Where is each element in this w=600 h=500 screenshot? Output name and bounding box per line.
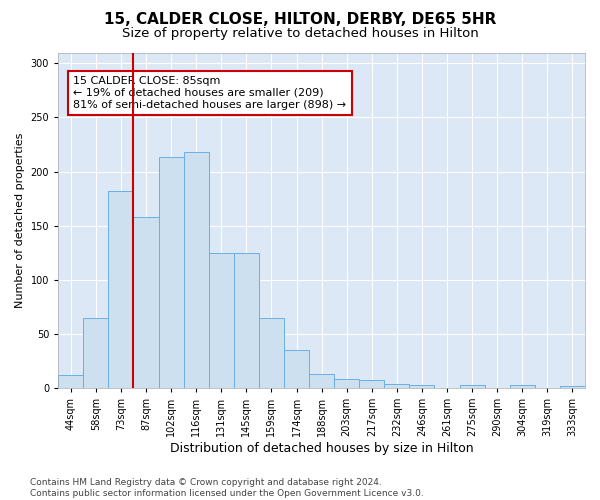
Bar [133,217,158,388]
Bar [334,380,359,388]
Bar [309,374,334,388]
Text: 15 CALDER CLOSE: 85sqm
← 19% of detached houses are smaller (209)
81% of semi-de: 15 CALDER CLOSE: 85sqm ← 19% of detached… [73,76,346,110]
Text: 15, CALDER CLOSE, HILTON, DERBY, DE65 5HR: 15, CALDER CLOSE, HILTON, DERBY, DE65 5H… [104,12,496,28]
Bar [209,252,234,388]
Bar [184,152,209,388]
Bar [284,350,309,388]
Text: Contains HM Land Registry data © Crown copyright and database right 2024.
Contai: Contains HM Land Registry data © Crown c… [30,478,424,498]
Bar [234,252,259,388]
Y-axis label: Number of detached properties: Number of detached properties [15,132,25,308]
Bar [385,384,409,388]
Bar [359,380,385,388]
Bar [409,384,434,388]
X-axis label: Distribution of detached houses by size in Hilton: Distribution of detached houses by size … [170,442,473,455]
Bar [158,158,184,388]
Bar [259,318,284,388]
Bar [460,384,485,388]
Text: Size of property relative to detached houses in Hilton: Size of property relative to detached ho… [122,28,478,40]
Bar [510,384,535,388]
Bar [58,375,83,388]
Bar [83,318,109,388]
Bar [109,191,133,388]
Bar [560,386,585,388]
